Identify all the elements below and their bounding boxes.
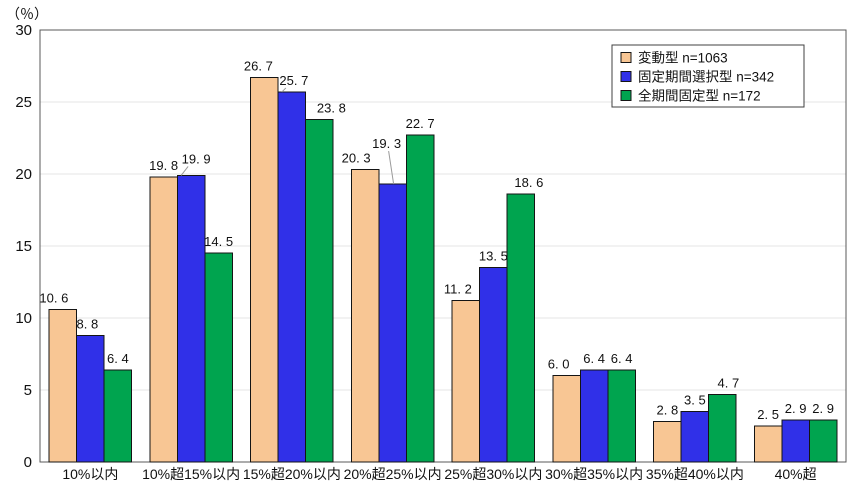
bar-s2-g5 — [607, 369, 636, 463]
bar-s0-g2 — [250, 77, 279, 463]
bar-s0-g1 — [149, 176, 178, 463]
x-category-label: 20%超25%以内 — [344, 466, 442, 482]
value-label: 13. 5 — [479, 249, 508, 264]
bar-s1-g0 — [76, 334, 105, 463]
label-leader-line — [388, 151, 395, 185]
value-label: 26. 7 — [244, 59, 273, 74]
value-label: 18. 6 — [514, 175, 543, 190]
label-leader-line — [180, 166, 189, 176]
bar-s0-g6 — [653, 421, 682, 463]
legend-swatch-0 — [620, 52, 632, 63]
bar-s0-g3 — [350, 169, 380, 463]
bar-s2-g6 — [708, 393, 737, 463]
bar-s1-g1 — [176, 174, 206, 463]
bar-s0-g4 — [451, 300, 481, 463]
legend-box — [611, 44, 805, 108]
bar-s2-g0 — [103, 369, 133, 463]
bar-s2-g3 — [405, 134, 435, 463]
legend-item-label: 固定期間選択型 n=342 — [638, 70, 774, 85]
y-tick-label: 25 — [15, 94, 32, 111]
value-label: 19. 9 — [182, 151, 211, 166]
bar-s2-g2 — [305, 118, 334, 463]
value-label: 19. 3 — [372, 136, 401, 151]
y-tick-label: 10 — [15, 310, 32, 327]
legend-swatch-1 — [620, 71, 632, 82]
x-category-label: 10%以内 — [62, 466, 118, 482]
bar-s1-g3 — [378, 183, 407, 463]
bar-s2-g4 — [506, 193, 536, 463]
value-label: 2. 9 — [785, 401, 807, 416]
value-label: 6. 0 — [548, 357, 570, 372]
bar-s2-g1 — [204, 252, 233, 463]
value-label: 25. 7 — [279, 73, 308, 88]
bar-s1-g7 — [781, 419, 810, 463]
bar-s2-g7 — [808, 419, 838, 463]
y-tick-label: 0 — [24, 454, 32, 471]
bar-s0-g0 — [48, 308, 78, 463]
value-label: 6. 4 — [583, 351, 605, 366]
y-tick-label: 30 — [15, 22, 32, 39]
value-label: 6. 4 — [107, 351, 129, 366]
value-label: 10. 6 — [39, 290, 68, 305]
value-label: 8. 8 — [77, 316, 99, 331]
y-tick-label: 5 — [24, 382, 32, 399]
x-category-label: 30%超35%以内 — [545, 466, 643, 482]
bar-s1-g4 — [479, 267, 508, 463]
value-label: 2. 9 — [812, 401, 834, 416]
x-category-label: 25%超30%以内 — [444, 466, 542, 482]
value-label: 14. 5 — [204, 234, 233, 249]
bar-s0-g7 — [753, 425, 783, 463]
y-tick-label: 20 — [15, 166, 32, 183]
bar-s1-g2 — [277, 91, 307, 463]
value-label: 6. 4 — [611, 351, 633, 366]
legend-item-label: 全期間固定型 n=172 — [638, 88, 761, 104]
value-label: 23. 8 — [317, 100, 346, 115]
x-category-label: 15%超20%以内 — [243, 466, 341, 482]
bar-s1-g6 — [680, 411, 710, 463]
x-category-label: 10%超15%以内 — [142, 466, 240, 482]
x-category-label: 40%超 — [775, 466, 817, 482]
y-axis-unit-label: （％） — [6, 6, 48, 22]
y-tick-label: 15 — [15, 238, 32, 255]
bar-s0-g5 — [552, 375, 581, 463]
value-label: 2. 8 — [657, 403, 679, 418]
value-label: 20. 3 — [342, 151, 371, 166]
value-label: 2. 5 — [757, 407, 779, 422]
bar-s1-g5 — [579, 369, 609, 463]
value-label: 4. 7 — [718, 375, 740, 390]
legend-item-label: 変動型 n=1063 — [638, 50, 728, 66]
value-label: 19. 8 — [149, 158, 178, 173]
x-category-label: 35%超40%以内 — [646, 466, 744, 482]
label-leader-line — [281, 87, 287, 93]
value-label: 11. 2 — [444, 282, 472, 297]
value-label: 3. 5 — [684, 393, 706, 408]
legend-swatch-2 — [620, 90, 632, 101]
plot-border — [39, 29, 847, 463]
value-label: 22. 7 — [406, 116, 435, 131]
